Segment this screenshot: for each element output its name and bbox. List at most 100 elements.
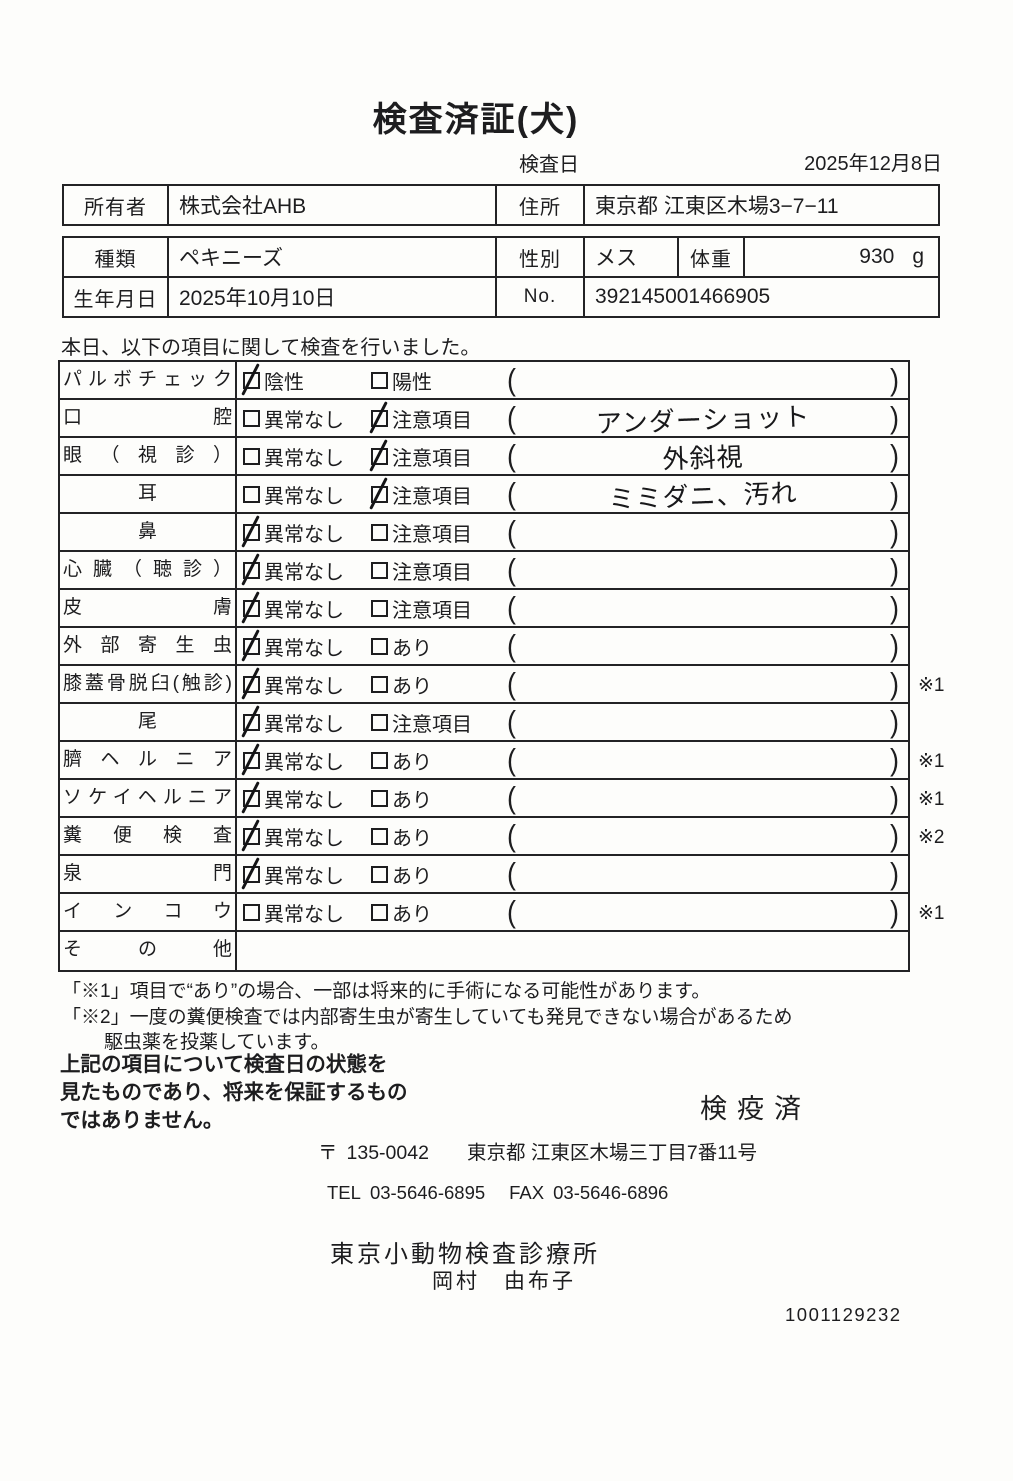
paren-open-mark: ( <box>507 894 516 929</box>
exam-item-label: 眼（視診） <box>60 438 237 474</box>
checkbox-caution <box>371 561 388 579</box>
footnote-1: 「※1」項目で“あり”の場合、一部は将来的に手術になる可能性があります。 <box>62 981 711 1002</box>
option1-label: 異常なし <box>264 485 344 508</box>
option2-label: あり <box>392 675 432 698</box>
exam-item-label: 尾 <box>60 704 237 740</box>
exam-item-label: パルボチェック <box>60 362 237 398</box>
checkbox-present <box>371 751 388 769</box>
exam-item-label: 口腔 <box>60 400 237 436</box>
checkbox-normal <box>243 447 260 465</box>
clinic-postal-address: 〒 135-0042 東京都 江東区木場三丁目7番11号 <box>318 1136 757 1165</box>
checkbox-normal <box>243 523 260 541</box>
sex-value: メス <box>585 238 679 276</box>
exam-row-fecal-exam: 糞便検査 異常なし あり () ※2 <box>60 818 945 856</box>
footnote-2-continued: 駆虫薬を投薬しています。 <box>104 1032 330 1053</box>
option2-label: あり <box>392 865 432 888</box>
clinic-contact: TEL 03-5646-6895 FAX 03-5646-6896 <box>327 1182 668 1204</box>
handwritten-note <box>516 867 890 880</box>
owner-label: 所有者 <box>64 186 169 224</box>
exam-item-label: 臍ヘルニア <box>60 742 237 778</box>
paren-close-mark: ) <box>890 514 899 549</box>
option2-label: あり <box>392 903 432 926</box>
paren-open-mark: ( <box>507 590 516 625</box>
option2-label: あり <box>392 789 432 812</box>
paren-close-mark: ) <box>890 780 899 815</box>
exam-row-fontanelle: 泉門 異常なし あり () <box>60 856 908 894</box>
option1-label: 異常なし <box>264 561 344 584</box>
option2-label: 注意項目 <box>392 447 472 470</box>
handwritten-note: ミミダニ、汚れ <box>608 477 799 514</box>
option1-label: 異常なし <box>264 675 344 698</box>
owner-address-table: 所有者 株式会社AHB 住所 東京都 江東区木場3−7−11 <box>62 184 940 226</box>
checkbox-present <box>371 827 388 845</box>
tel-label: TEL <box>327 1182 361 1203</box>
paren-close-mark: ) <box>890 856 899 891</box>
birthdate-label: 生年月日 <box>64 278 169 316</box>
disclaimer-line-3: ではありません。 <box>60 1109 224 1132</box>
checkbox-normal <box>243 903 260 921</box>
quarantine-stamp: 検疫済 <box>700 1094 811 1124</box>
footnote-mark <box>918 476 970 514</box>
exam-item-label: 膝蓋骨脱臼(触診) <box>60 666 237 702</box>
other-empty-cell <box>237 932 908 970</box>
postal-mark: 〒 <box>318 1142 338 1164</box>
option2-label: 陽性 <box>392 371 432 394</box>
option1-label: 異常なし <box>264 637 344 660</box>
option1-label: 異常なし <box>264 789 344 812</box>
exam-item-label: 泉門 <box>60 856 237 892</box>
footnote-mark <box>918 704 970 742</box>
paren-open-mark: ( <box>507 742 516 777</box>
paren-open-mark: ( <box>507 856 516 891</box>
checkbox-negative <box>243 371 260 389</box>
option1-label: 異常なし <box>264 523 344 546</box>
exam-row-eyes: 眼（視診） 異常なし 注意項目 (外斜視) <box>60 438 908 476</box>
exam-item-label: 鼻 <box>60 514 237 550</box>
checkbox-present <box>371 789 388 807</box>
paren-close-mark: ) <box>890 818 899 853</box>
fax-label: FAX <box>509 1182 545 1203</box>
paren-open-mark: ( <box>507 552 516 587</box>
checkbox-normal <box>243 713 260 731</box>
paren-open-mark: ( <box>507 780 516 815</box>
breed-label: 種類 <box>64 238 169 276</box>
option1-label: 異常なし <box>264 599 344 622</box>
option1-label: 異常なし <box>264 865 344 888</box>
footnote-mark <box>918 552 970 590</box>
no-value: 392145001466905 <box>595 285 771 308</box>
exam-row-other: その他 <box>60 932 908 970</box>
footnote-mark <box>918 362 970 400</box>
postal-code: 135-0042 <box>346 1142 429 1164</box>
disclaimer-line-2: 見たものであり、将来を保証するもの <box>60 1081 408 1104</box>
page-title: 検査済証(犬) <box>372 101 580 139</box>
footnote-mark: ※1 <box>918 902 945 924</box>
checkbox-caution <box>371 599 388 617</box>
paren-open-mark: ( <box>507 362 516 397</box>
option2-label: 注意項目 <box>392 523 472 546</box>
footnote-mark: ※2 <box>918 826 945 848</box>
paren-close-mark: ) <box>890 704 899 739</box>
paren-open-mark: ( <box>507 438 516 473</box>
clinic-name: 東京小動物検査診療所 <box>330 1241 600 1268</box>
option2-label: あり <box>392 637 432 660</box>
checkbox-normal <box>243 561 260 579</box>
paren-close-mark: ) <box>890 742 899 777</box>
checkbox-caution <box>371 713 388 731</box>
exam-item-label: 糞便検査 <box>60 818 237 854</box>
checkbox-present <box>371 637 388 655</box>
option1-label: 陰性 <box>264 371 304 394</box>
paren-open-mark: ( <box>507 704 516 739</box>
handwritten-note <box>516 829 890 842</box>
exam-item-label: 耳 <box>60 476 237 512</box>
checkbox-normal <box>243 409 260 427</box>
checkbox-normal <box>243 637 260 655</box>
breed-value: ペキニーズ <box>169 238 497 276</box>
clinic-street-address: 東京都 江東区木場三丁目7番11号 <box>466 1142 757 1164</box>
paren-open-mark: ( <box>507 476 516 511</box>
checkbox-caution <box>371 523 388 541</box>
exam-row-ectoparasites: 外部寄生虫 異常なし あり () <box>60 628 908 666</box>
option2-label: あり <box>392 751 432 774</box>
checkbox-normal <box>243 865 260 883</box>
checkbox-caution <box>371 409 388 427</box>
exam-row-skin: 皮膚 異常なし 注意項目 () <box>60 590 908 628</box>
